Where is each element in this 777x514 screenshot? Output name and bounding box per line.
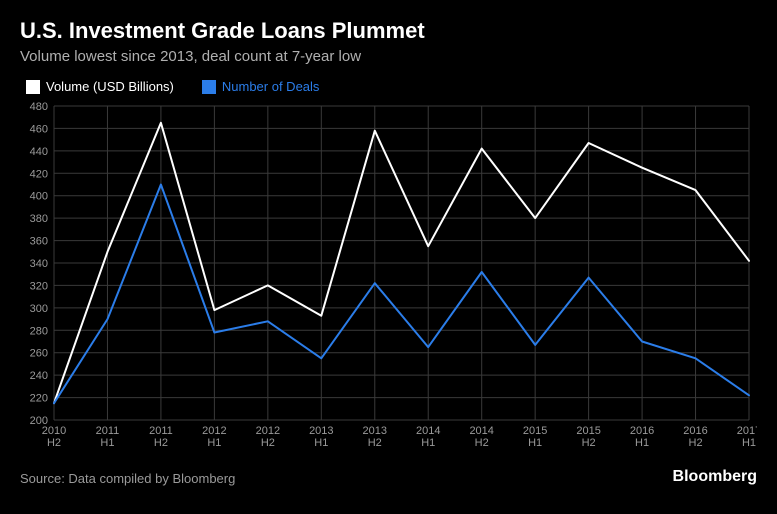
legend-swatch-deals <box>202 80 216 94</box>
svg-text:2012: 2012 <box>256 425 280 437</box>
svg-text:H2: H2 <box>47 437 61 449</box>
svg-text:H2: H2 <box>689 437 703 449</box>
svg-text:2013: 2013 <box>309 425 333 437</box>
chart-svg: 2002202402602803003203403603804004204404… <box>20 100 757 450</box>
svg-text:H1: H1 <box>635 437 649 449</box>
svg-text:2014: 2014 <box>416 425 440 437</box>
svg-text:2011: 2011 <box>149 425 173 437</box>
svg-text:320: 320 <box>30 280 48 292</box>
svg-text:420: 420 <box>30 168 48 180</box>
svg-text:2014: 2014 <box>469 425 493 437</box>
svg-text:2015: 2015 <box>523 425 547 437</box>
svg-text:2017: 2017 <box>737 425 757 437</box>
footer: Source: Data compiled by Bloomberg Bloom… <box>20 468 757 486</box>
svg-text:H1: H1 <box>207 437 221 449</box>
svg-text:H2: H2 <box>261 437 275 449</box>
svg-text:H1: H1 <box>742 437 756 449</box>
svg-text:2016: 2016 <box>683 425 707 437</box>
svg-text:2012: 2012 <box>202 425 226 437</box>
svg-text:2010: 2010 <box>42 425 66 437</box>
chart-subtitle: Volume lowest since 2013, deal count at … <box>20 48 757 65</box>
svg-text:2015: 2015 <box>576 425 600 437</box>
svg-text:H2: H2 <box>475 437 489 449</box>
svg-text:H1: H1 <box>421 437 435 449</box>
svg-text:360: 360 <box>30 236 48 248</box>
source-text: Source: Data compiled by Bloomberg <box>20 471 235 486</box>
svg-text:H1: H1 <box>314 437 328 449</box>
svg-text:340: 340 <box>30 258 48 270</box>
legend: Volume (USD Billions) Number of Deals <box>26 79 757 94</box>
legend-label-volume: Volume (USD Billions) <box>46 79 174 94</box>
svg-text:H2: H2 <box>368 437 382 449</box>
legend-item-deals: Number of Deals <box>202 79 320 94</box>
svg-text:220: 220 <box>30 393 48 405</box>
legend-label-deals: Number of Deals <box>222 79 320 94</box>
svg-text:280: 280 <box>30 325 48 337</box>
svg-text:2016: 2016 <box>630 425 654 437</box>
svg-text:240: 240 <box>30 370 48 382</box>
plot-area: 2002202402602803003203403603804004204404… <box>20 100 757 450</box>
brand-text: Bloomberg <box>673 468 757 486</box>
legend-item-volume: Volume (USD Billions) <box>26 79 174 94</box>
chart-container: U.S. Investment Grade Loans Plummet Volu… <box>0 0 777 514</box>
svg-text:380: 380 <box>30 213 48 225</box>
svg-text:400: 400 <box>30 191 48 203</box>
svg-text:H2: H2 <box>154 437 168 449</box>
svg-text:260: 260 <box>30 348 48 360</box>
svg-text:2013: 2013 <box>363 425 387 437</box>
svg-text:H1: H1 <box>528 437 542 449</box>
svg-text:440: 440 <box>30 146 48 158</box>
legend-swatch-volume <box>26 80 40 94</box>
svg-text:480: 480 <box>30 101 48 113</box>
svg-text:300: 300 <box>30 303 48 315</box>
svg-text:H2: H2 <box>582 437 596 449</box>
svg-text:2011: 2011 <box>96 425 120 437</box>
svg-text:H1: H1 <box>100 437 114 449</box>
svg-text:460: 460 <box>30 123 48 135</box>
chart-title: U.S. Investment Grade Loans Plummet <box>20 18 757 44</box>
